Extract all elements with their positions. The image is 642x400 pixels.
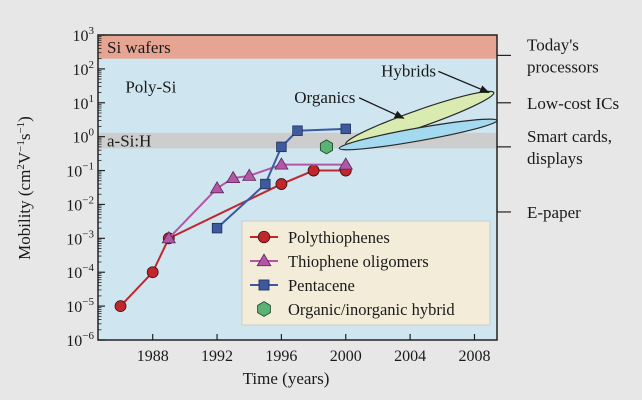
- series-pentacene: [211, 123, 351, 234]
- y-tick-label-7: 10−4: [66, 262, 94, 282]
- annotation-organics: Organics: [294, 88, 355, 107]
- legend: Polythiophenes Thiophene oligomers Pentace…: [241, 220, 491, 326]
- reference-bands: Si wafers a-Si:H Poly-Si: [98, 35, 497, 151]
- data-point-0-0: [114, 300, 127, 313]
- y-tick-label-1: 102: [73, 59, 95, 79]
- legend-marker-2: [258, 279, 270, 291]
- x-tick-label-2: 1996: [265, 348, 297, 365]
- legend-label-1: Thiophene oligomers: [288, 252, 429, 271]
- data-point-1-3: [242, 168, 257, 181]
- x-axis-label: Time (years): [243, 369, 330, 388]
- y-tick-label-4: 10−1: [66, 161, 94, 181]
- band-0: [98, 35, 497, 59]
- legend-box: [241, 220, 491, 326]
- annotation-hybrids: Hybrids: [381, 61, 436, 80]
- series-line-1: [168, 163, 346, 240]
- legend-marker-1: [256, 253, 272, 267]
- legend-label-2: Pentacene: [288, 276, 355, 295]
- x-tick-label-3: 2000: [330, 348, 362, 365]
- data-point-2-2: [276, 141, 287, 153]
- x-tick-label-1: 1992: [201, 348, 233, 365]
- region-label-0: Poly-Si: [125, 78, 176, 97]
- y-tick-label-0: 103: [73, 25, 95, 45]
- data-point-1-2: [225, 170, 241, 184]
- x-tick-label-4: 2004: [394, 348, 426, 365]
- y-tick-label-8: 10−5: [66, 296, 94, 316]
- legend-item-3: Organic/inorganic hybrid: [257, 300, 455, 319]
- annotation-arrow-0: [438, 70, 490, 94]
- legend-marker-0: [257, 230, 271, 244]
- data-point-2-4: [340, 123, 351, 135]
- right-label-2-1: displays: [527, 149, 583, 168]
- data-point-3-0: [319, 139, 333, 155]
- x-tick-label-5: 2008: [458, 348, 490, 365]
- annotation-arrow-1: [358, 97, 405, 119]
- series-thiophene-oligomers: [161, 157, 353, 244]
- data-point-1-0: [161, 231, 176, 244]
- y-tick-label-9: 10−6: [66, 330, 94, 350]
- plot-frame: [97, 34, 498, 341]
- right-label-2-0: Smart cards,: [527, 127, 612, 146]
- legend-label-0: Polythiophenes: [288, 228, 390, 247]
- y-tick-label-6: 10−3: [66, 228, 94, 248]
- right-label-3-0: E-paper: [527, 203, 581, 222]
- annotations: Hybrids Organics: [294, 61, 490, 119]
- y-tick-label-5: 10−2: [66, 194, 94, 214]
- legend-marker-3: [257, 301, 271, 317]
- data-point-0-3: [275, 178, 288, 190]
- data-point-2-3: [292, 125, 303, 136]
- band-label-1: a-Si:H: [107, 132, 151, 151]
- series-organic-inorganic-hybrid: [319, 139, 333, 155]
- y-axis-label: Mobility (cm2V−1s−1): [15, 116, 34, 260]
- data-point-1-5: [338, 157, 353, 170]
- axes: 1988 1992 1996 2000 2004 2008 103 102 101 100 10−1…: [66, 25, 490, 365]
- data-point-0-1: [146, 266, 159, 279]
- data-point-0-4: [307, 164, 320, 177]
- data-point-2-1: [260, 178, 271, 190]
- y-tick-label-3: 100: [73, 127, 95, 147]
- right-label-1-0: Low-cost ICs: [527, 94, 619, 113]
- legend-item-0: Polythiophenes: [250, 228, 390, 247]
- right-label-0-1: processors: [527, 57, 599, 76]
- legend-label-3: Organic/inorganic hybrid: [288, 300, 455, 319]
- legend-item-2: Pentacene: [250, 276, 355, 295]
- data-series: [114, 123, 353, 313]
- band-label-0: Si wafers: [107, 38, 171, 57]
- technology-ellipses: [338, 90, 498, 151]
- y-tick-label-2: 101: [73, 93, 95, 113]
- application-labels: Today's processors Low-cost ICs Smart cards…: [497, 35, 619, 222]
- x-tick-label-0: 1988: [137, 348, 169, 365]
- data-point-1-4: [274, 157, 289, 170]
- right-label-0-0: Today's: [527, 35, 579, 54]
- legend-item-1: Thiophene oligomers: [250, 252, 429, 271]
- data-point-1-1: [209, 180, 225, 194]
- data-point-2-0: [211, 222, 223, 234]
